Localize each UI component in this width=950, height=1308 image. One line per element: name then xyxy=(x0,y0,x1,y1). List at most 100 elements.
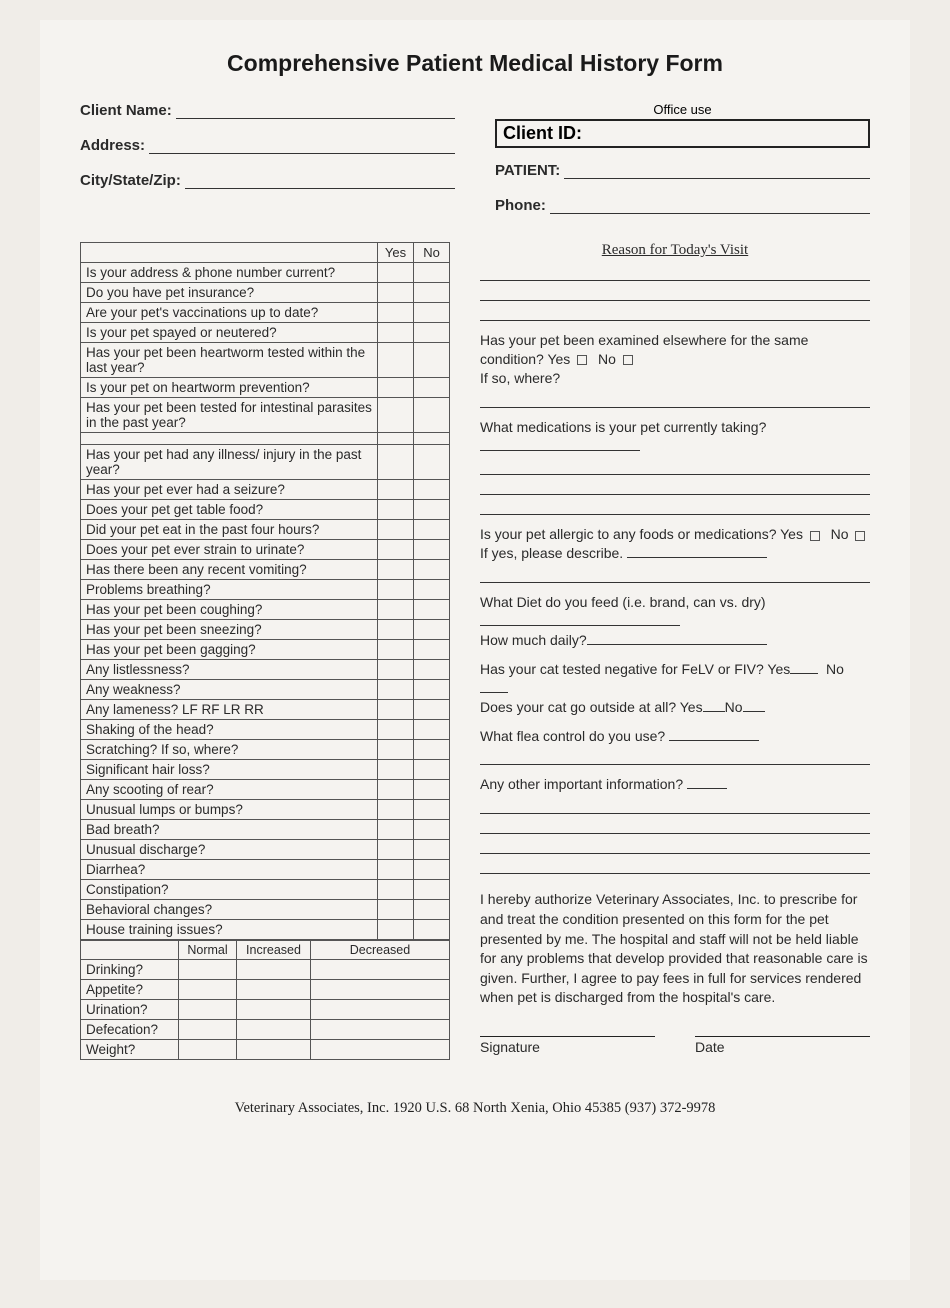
other-line[interactable] xyxy=(480,798,870,814)
yes-cell[interactable] xyxy=(378,323,414,343)
no-cell[interactable] xyxy=(414,540,450,560)
yes-cell[interactable] xyxy=(378,660,414,680)
yes-cell[interactable] xyxy=(378,920,414,940)
increased-cell[interactable] xyxy=(237,980,311,1000)
city-state-zip-field[interactable]: City/State/Zip: xyxy=(80,172,455,189)
flea-line[interactable] xyxy=(480,749,870,765)
no-cell[interactable] xyxy=(414,820,450,840)
decreased-cell[interactable] xyxy=(311,960,450,980)
increased-cell[interactable] xyxy=(237,960,311,980)
client-name-field[interactable]: Client Name: xyxy=(80,102,455,119)
decreased-cell[interactable] xyxy=(311,1040,450,1060)
yes-cell[interactable] xyxy=(378,540,414,560)
normal-cell[interactable] xyxy=(179,1040,237,1060)
no-cell[interactable] xyxy=(414,303,450,323)
yes-cell[interactable] xyxy=(378,560,414,580)
yes-cell[interactable] xyxy=(378,880,414,900)
no-cell[interactable] xyxy=(414,840,450,860)
yes-cell[interactable] xyxy=(378,700,414,720)
yes-cell[interactable] xyxy=(378,680,414,700)
yes-cell[interactable] xyxy=(378,283,414,303)
no-cell[interactable] xyxy=(414,700,450,720)
yes-cell[interactable] xyxy=(378,840,414,860)
no-cell[interactable] xyxy=(414,780,450,800)
where-line[interactable] xyxy=(480,392,870,408)
yes-checkbox[interactable] xyxy=(810,531,820,541)
yes-cell[interactable] xyxy=(378,600,414,620)
no-cell[interactable] xyxy=(414,580,450,600)
no-cell[interactable] xyxy=(414,660,450,680)
no-cell[interactable] xyxy=(414,343,450,378)
decreased-cell[interactable] xyxy=(311,980,450,1000)
yes-cell[interactable] xyxy=(378,480,414,500)
meds-line[interactable] xyxy=(480,499,870,515)
no-cell[interactable] xyxy=(414,860,450,880)
no-cell[interactable] xyxy=(414,480,450,500)
increased-cell[interactable] xyxy=(237,1020,311,1040)
increased-cell[interactable] xyxy=(237,1000,311,1020)
increased-cell[interactable] xyxy=(237,1040,311,1060)
yes-cell[interactable] xyxy=(378,760,414,780)
patient-field[interactable]: PATIENT: xyxy=(495,162,870,179)
decreased-cell[interactable] xyxy=(311,1020,450,1040)
no-cell[interactable] xyxy=(414,520,450,540)
no-cell[interactable] xyxy=(414,600,450,620)
yes-cell[interactable] xyxy=(378,445,414,480)
reason-line[interactable] xyxy=(480,285,870,301)
yes-cell[interactable] xyxy=(378,720,414,740)
no-cell[interactable] xyxy=(414,445,450,480)
yes-cell[interactable] xyxy=(378,580,414,600)
yes-cell[interactable] xyxy=(378,900,414,920)
signature-field[interactable]: Signature xyxy=(480,1036,655,1055)
meds-line[interactable] xyxy=(480,459,870,475)
no-cell[interactable] xyxy=(414,680,450,700)
no-cell[interactable] xyxy=(414,323,450,343)
yes-cell[interactable] xyxy=(378,303,414,323)
reason-line[interactable] xyxy=(480,265,870,281)
yes-cell[interactable] xyxy=(378,780,414,800)
no-checkbox[interactable] xyxy=(623,355,633,365)
no-cell[interactable] xyxy=(414,500,450,520)
normal-cell[interactable] xyxy=(179,960,237,980)
no-cell[interactable] xyxy=(414,800,450,820)
no-cell[interactable] xyxy=(414,283,450,303)
no-cell[interactable] xyxy=(414,640,450,660)
normal-cell[interactable] xyxy=(179,1000,237,1020)
yes-cell[interactable] xyxy=(378,820,414,840)
no-cell[interactable] xyxy=(414,920,450,940)
yes-cell[interactable] xyxy=(378,860,414,880)
meds-line[interactable] xyxy=(480,479,870,495)
yes-cell[interactable] xyxy=(378,378,414,398)
reason-line[interactable] xyxy=(480,305,870,321)
other-line[interactable] xyxy=(480,858,870,874)
no-checkbox[interactable] xyxy=(855,531,865,541)
yes-cell[interactable] xyxy=(378,343,414,378)
phone-field[interactable]: Phone: xyxy=(495,197,870,214)
yes-checkbox[interactable] xyxy=(577,355,587,365)
no-cell[interactable] xyxy=(414,880,450,900)
allergy-line[interactable] xyxy=(480,567,870,583)
normal-cell[interactable] xyxy=(179,1020,237,1040)
date-field[interactable]: Date xyxy=(695,1036,870,1055)
decreased-cell[interactable] xyxy=(311,1000,450,1020)
no-cell[interactable] xyxy=(414,760,450,780)
yes-cell[interactable] xyxy=(378,398,414,433)
no-cell[interactable] xyxy=(414,398,450,433)
client-id-field[interactable]: Client ID: xyxy=(495,119,870,148)
no-cell[interactable] xyxy=(414,620,450,640)
no-cell[interactable] xyxy=(414,740,450,760)
no-cell[interactable] xyxy=(414,720,450,740)
yes-cell[interactable] xyxy=(378,800,414,820)
address-field[interactable]: Address: xyxy=(80,137,455,154)
other-line[interactable] xyxy=(480,818,870,834)
no-cell[interactable] xyxy=(414,560,450,580)
yes-cell[interactable] xyxy=(378,263,414,283)
no-cell[interactable] xyxy=(414,263,450,283)
yes-cell[interactable] xyxy=(378,640,414,660)
yes-cell[interactable] xyxy=(378,740,414,760)
yes-cell[interactable] xyxy=(378,500,414,520)
other-line[interactable] xyxy=(480,838,870,854)
no-cell[interactable] xyxy=(414,378,450,398)
no-cell[interactable] xyxy=(414,900,450,920)
yes-cell[interactable] xyxy=(378,620,414,640)
